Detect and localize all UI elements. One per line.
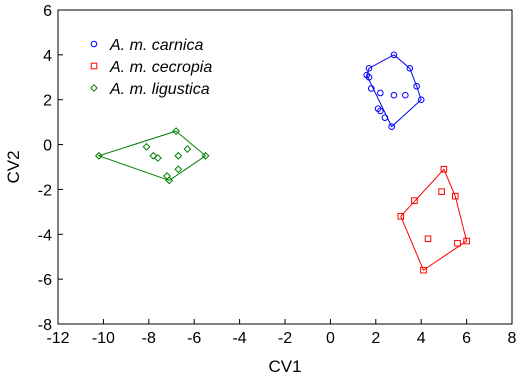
point-series-2-3	[142, 142, 151, 151]
point-series-1-5	[424, 235, 432, 243]
hull-series-1	[400, 168, 468, 271]
point-series-0-6	[377, 89, 384, 97]
x-axis-ticks: -12 -10 -8 -6 -4 -2 0 2 4 6 8	[46, 319, 517, 347]
point-series-0-10	[417, 96, 425, 104]
point-series-0-8	[402, 91, 409, 99]
x-axis-title: CV1	[268, 357, 301, 376]
x-tick-label: -4	[232, 330, 246, 347]
x-tick-label: -12	[46, 330, 69, 347]
point-series-2-8	[174, 165, 183, 174]
legend-marker	[90, 40, 98, 48]
y-axis-ticks: -8 -6 -4 -2 0 2 4 6	[38, 3, 63, 334]
x-tick-label: -8	[142, 330, 156, 347]
point-series-0-13	[381, 114, 389, 121]
y-tick-label: -8	[38, 317, 52, 334]
y-tick-label: -4	[38, 227, 52, 244]
legend-item: A. m. carnica	[90, 37, 203, 54]
point-series-1-2	[451, 192, 459, 200]
point-series-1-1	[438, 188, 445, 195]
x-tick-label: 2	[371, 330, 380, 347]
point-series-0-3	[365, 73, 373, 81]
hull-series-0	[366, 54, 422, 128]
point-series-1-0	[440, 165, 448, 173]
point-series-0-12	[377, 107, 384, 115]
legend: A. m. carnica A. m. cecropia A. m. ligusti…	[90, 37, 212, 98]
y-tick-label: 6	[43, 3, 52, 20]
y-tick-label: 2	[43, 93, 52, 110]
x-tick-label: 0	[326, 330, 335, 347]
legend-label: A. m. cecropia	[109, 59, 212, 76]
point-series-0-9	[390, 91, 398, 99]
point-series-2-2	[201, 151, 210, 160]
point-series-0-14	[388, 123, 395, 130]
point-series-0-4	[406, 65, 414, 72]
x-tick-label: 4	[417, 330, 426, 347]
hull-series-2	[97, 130, 207, 182]
point-series-1-6	[463, 237, 470, 245]
legend-label: A. m. ligustica	[109, 81, 210, 98]
legend-label: A. m. carnica	[109, 37, 203, 54]
point-series-1-7	[454, 239, 461, 247]
y-axis-title: CV2	[4, 150, 23, 183]
x-tick-label: -6	[187, 330, 201, 347]
y-tick-label: -2	[38, 182, 52, 199]
point-series-0-7	[413, 82, 420, 90]
legend-item: A. m. ligustica	[90, 81, 210, 98]
legend-item: A. m. cecropia	[90, 59, 212, 76]
point-series-2-7	[174, 151, 183, 160]
point-series-1-4	[397, 213, 405, 220]
point-series-2-4	[183, 145, 192, 153]
point-series-0-1	[365, 65, 373, 72]
point-series-1-8	[420, 266, 427, 274]
point-series-2-5	[149, 151, 158, 160]
point-series-1-3	[411, 197, 418, 204]
x-tick-label: 8	[508, 330, 517, 347]
x-tick-label: -2	[278, 330, 292, 347]
x-tick-label: 6	[462, 330, 471, 347]
y-tick-label: 0	[43, 138, 52, 155]
data-points	[94, 51, 470, 274]
y-tick-label: 4	[43, 48, 52, 65]
convex-hulls	[97, 54, 468, 271]
point-series-0-5	[367, 85, 375, 92]
plot-area	[57, 9, 513, 325]
point-series-2-10	[165, 176, 174, 185]
y-tick-label: -6	[38, 272, 52, 289]
point-series-2-6	[153, 154, 162, 162]
x-tick-label: -10	[92, 330, 115, 347]
legend-marker	[90, 84, 98, 92]
legend-marker	[90, 62, 98, 70]
point-series-2-0	[172, 127, 180, 136]
point-series-0-0	[390, 51, 398, 59]
point-series-2-1	[94, 151, 103, 160]
